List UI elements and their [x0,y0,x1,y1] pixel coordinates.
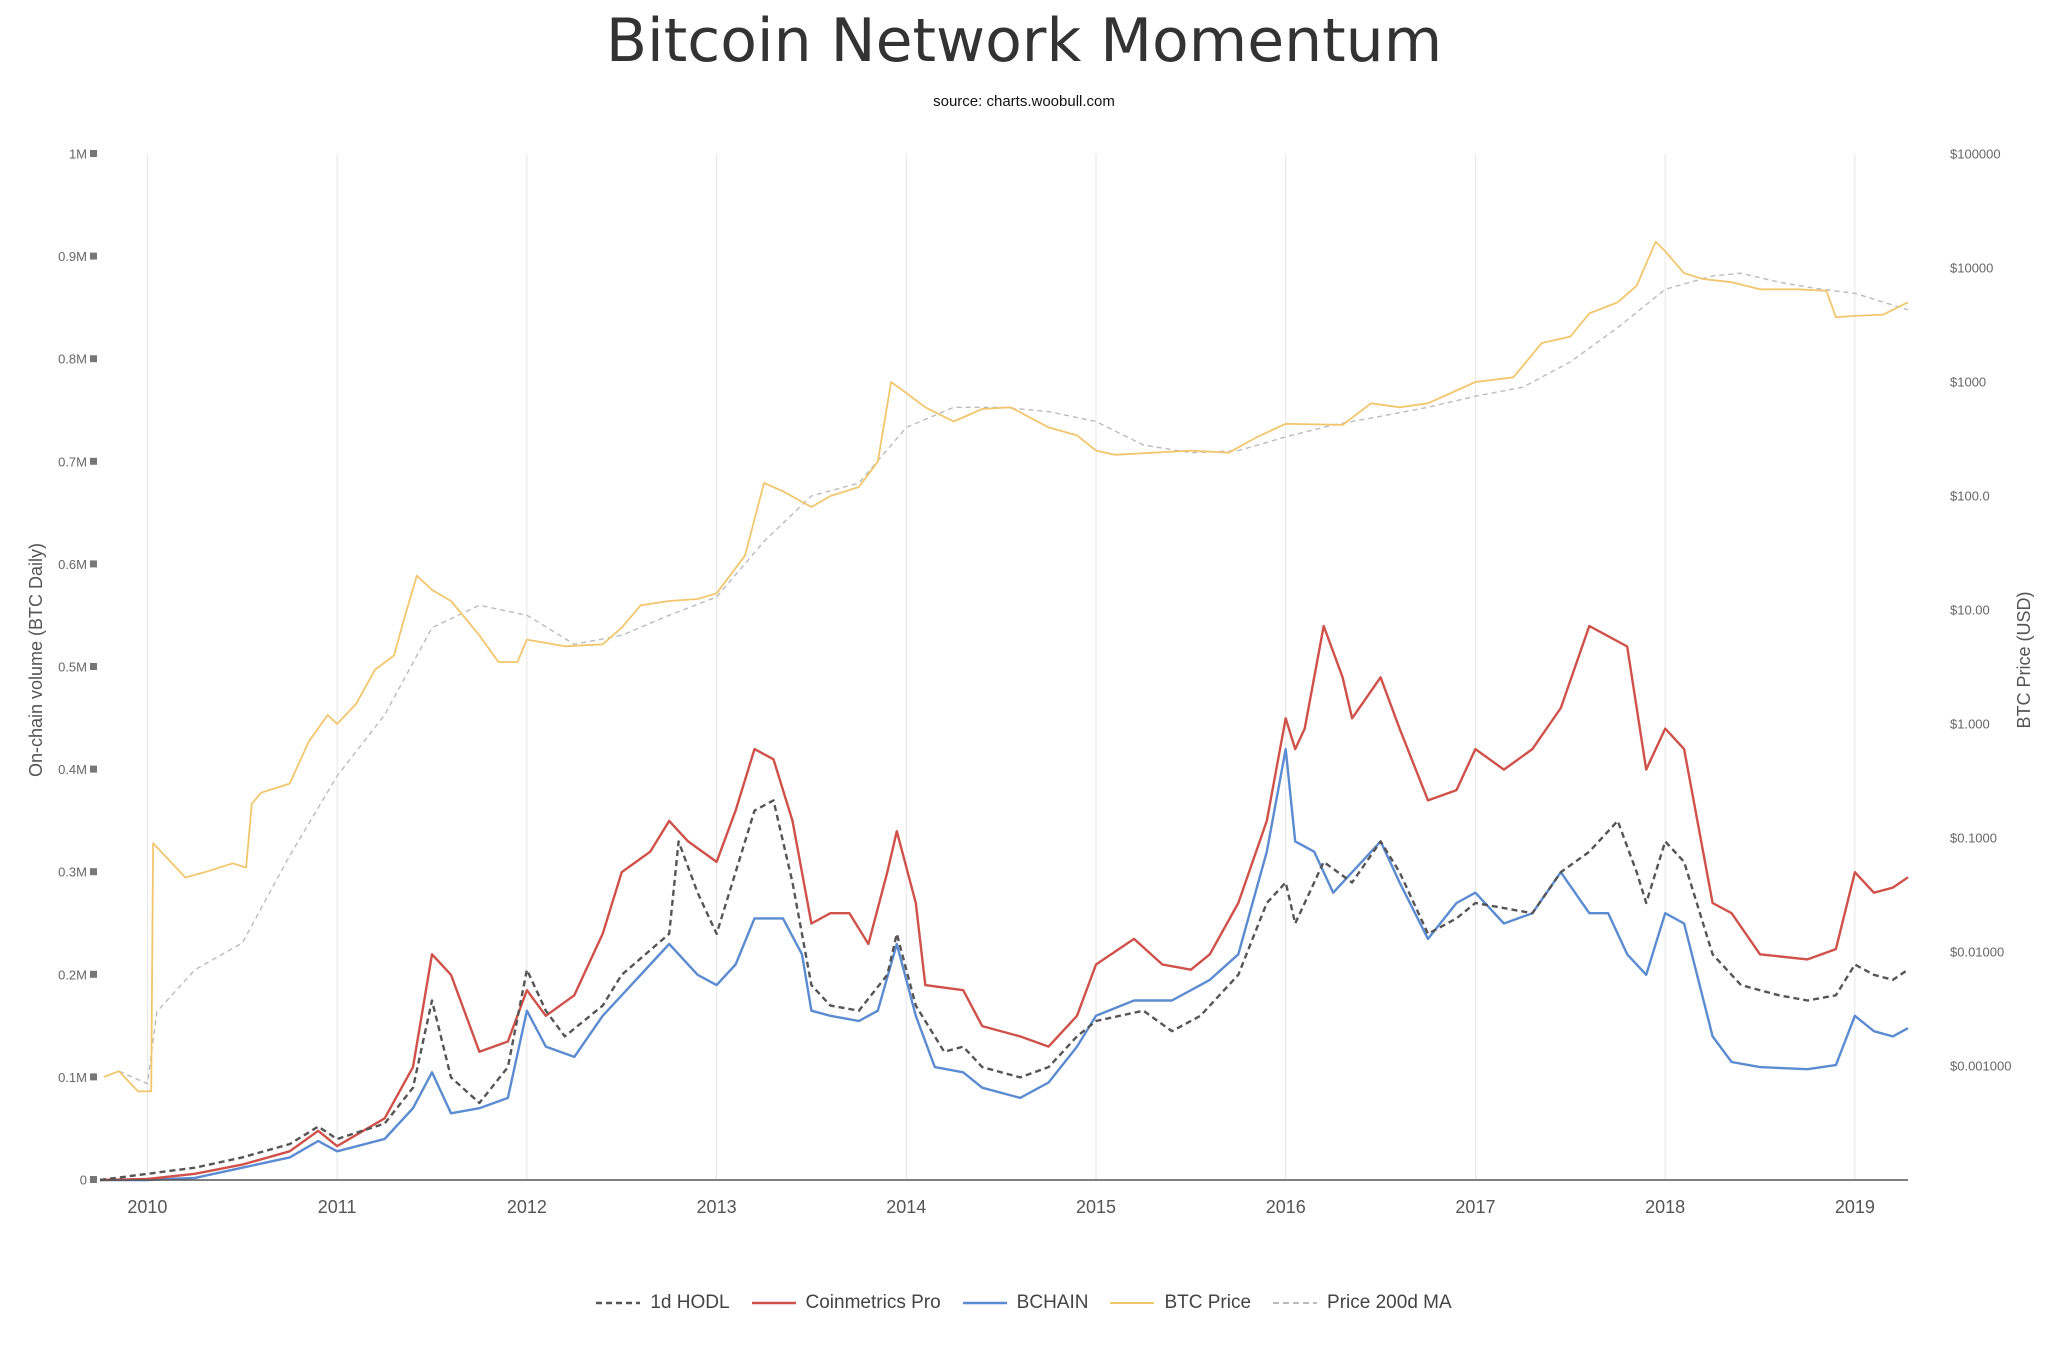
legend-swatch [962,1301,1007,1305]
y-left-tick-marker [90,1176,97,1183]
y-left-tick-marker [90,663,97,670]
y-left-tick-marker [90,457,97,465]
series-line-btc-price [103,240,1909,1093]
x-tick-label: 2016 [1266,1197,1306,1217]
y-left-tick-label: 1M [69,147,87,162]
x-tick-label: 2017 [1455,1197,1495,1217]
x-tick-label: 2019 [1835,1197,1875,1217]
y-right-tick-label: $10.00 [1950,603,1990,618]
y-left-tick-label: 0.8M [58,352,87,367]
x-tick-label: 2010 [127,1197,167,1217]
legend-label: BCHAIN [1016,1292,1089,1313]
series-layer [99,240,1909,1182]
y-right-tick-label: $100.0 [1950,489,1990,504]
y-left-tick-marker [90,970,97,978]
legend-label: BTC Price [1164,1292,1252,1313]
legend-swatch [1273,1302,1318,1304]
x-axis: 2010 2011 2012 2013 2014 2015 2016 2017 2018 2019 [100,1179,1908,1217]
legend-item-price-200d-ma[interactable]: Price 200d MA [1273,1292,1452,1314]
y-left-tick-marker [90,560,97,568]
y-left-tick-label: 0.1M [58,1070,87,1085]
y-left-tick-label: 0.7M [58,454,87,469]
x-tick-label: 2014 [886,1197,926,1217]
y-left-tick-marker [90,1073,97,1081]
x-tick-label: 2012 [507,1197,547,1217]
x-tick-label: 2013 [697,1197,737,1217]
legend-label: Price 200d MA [1327,1292,1452,1313]
x-tick-label: 2018 [1645,1197,1685,1217]
x-tick-label: 2011 [318,1197,357,1217]
legend-swatch [751,1301,796,1305]
y-left-tick-marker [90,355,97,363]
y-left-tick-label: 0.4M [58,762,87,777]
y-left-tick-marker [90,765,97,773]
series-line-price-200d-ma [118,272,1909,1085]
y-right-tick-label: $1000 [1950,375,1986,390]
series-line-1d-hodl [99,799,1909,1182]
legend-item-coinmetrics-pro[interactable]: Coinmetrics Pro [751,1292,941,1314]
legend-item-btc-price[interactable]: BTC Price [1110,1292,1251,1314]
chart-subtitle: source: charts.woobull.com [933,93,1115,110]
y-left-tick-label: 0.6M [58,557,87,572]
legend-item-bchain[interactable]: BCHAIN [962,1292,1089,1314]
legend-swatch [596,1301,641,1305]
y-left-tick-marker [90,150,97,157]
y-right-tick-label: $0.01000 [1950,945,2004,960]
y-right-tick-label: $1.000 [1950,717,1990,732]
y-left-tick-marker [90,868,97,876]
legend-item-1d-hodl[interactable]: 1d HODL [596,1292,730,1314]
chart-title: Bitcoin Network Momentum [605,6,1443,76]
y-axis-left: 0 0.1M 0.2M 0.3M 0.4M 0.5M 0.6M 0.7M 0.8M 0.9M 1M [58,147,97,1188]
y-axis-right: $0.001000 $0.01000 $0.1000 $1.000 $10.00 $100… [1950,147,2011,1074]
series-line-coinmetrics-pro [99,624,1909,1182]
legend-swatch [1110,1302,1155,1304]
y-right-tick-label: $0.1000 [1950,831,1997,846]
y-right-tick-label: $0.001000 [1950,1059,2011,1074]
legend-label: 1d HODL [650,1292,730,1313]
series-line-bchain [100,747,1909,1182]
legend: 1d HODL Coinmetrics Pro BCHAIN BTC Price Pri… [0,1288,2048,1318]
x-tick-label: 2015 [1076,1197,1116,1217]
y-left-tick-label: 0 [80,1173,87,1188]
legend-label: Coinmetrics Pro [805,1292,941,1313]
gridlines [146,154,1856,1180]
y-left-tick-marker [90,252,97,260]
y-right-tick-label: $100000 [1950,147,2001,162]
y-left-tick-label: 0.2M [58,967,87,982]
y-left-tick-label: 0.9M [58,249,87,264]
y-axis-right-title: BTC Price (USD) [2014,591,2034,728]
y-left-tick-label: 0.3M [58,865,87,880]
y-left-tick-label: 0.5M [58,660,87,675]
y-axis-left-title: On-chain volume (BTC Daily) [26,543,46,777]
y-right-tick-label: $10000 [1950,261,1993,276]
